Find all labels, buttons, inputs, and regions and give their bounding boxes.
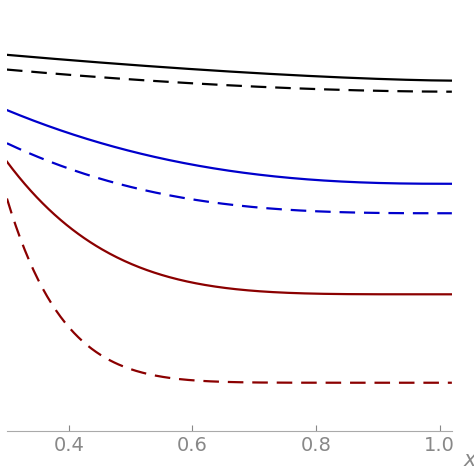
X-axis label: x: x xyxy=(464,450,474,470)
